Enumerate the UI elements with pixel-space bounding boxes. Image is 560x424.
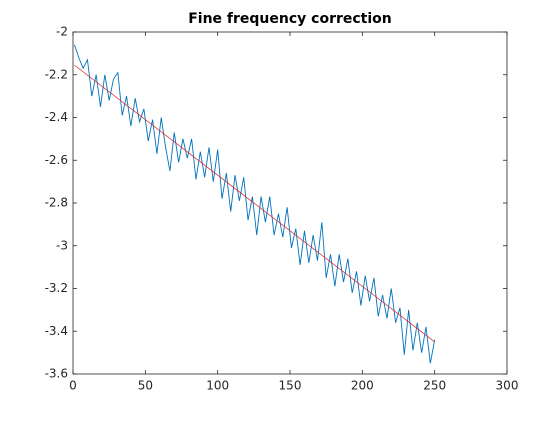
x-tick-label: 250 (423, 379, 446, 393)
y-tick-label: -2.6 (45, 153, 68, 167)
x-tick-label: 0 (69, 379, 77, 393)
y-tick-label: -2.2 (45, 67, 68, 81)
y-tick-label: -3.4 (45, 324, 68, 338)
y-tick-label: -3.6 (45, 367, 68, 381)
x-tick-label: 300 (496, 379, 519, 393)
x-tick-label: 100 (206, 379, 229, 393)
y-tick-label: -2 (56, 25, 68, 39)
plot-area (72, 31, 508, 375)
x-tick-label: 200 (351, 379, 374, 393)
chart-title: Fine frequency correction (188, 11, 392, 27)
line-series (74, 64, 435, 343)
y-tick-label: -2.4 (45, 110, 68, 124)
x-tick-label: 50 (138, 379, 153, 393)
y-tick-label: -3.2 (45, 281, 68, 295)
x-tick-label: 150 (279, 379, 302, 393)
line-series (74, 44, 436, 364)
y-tick-label: -2.8 (45, 196, 68, 210)
y-tick-label: -3 (56, 238, 68, 252)
